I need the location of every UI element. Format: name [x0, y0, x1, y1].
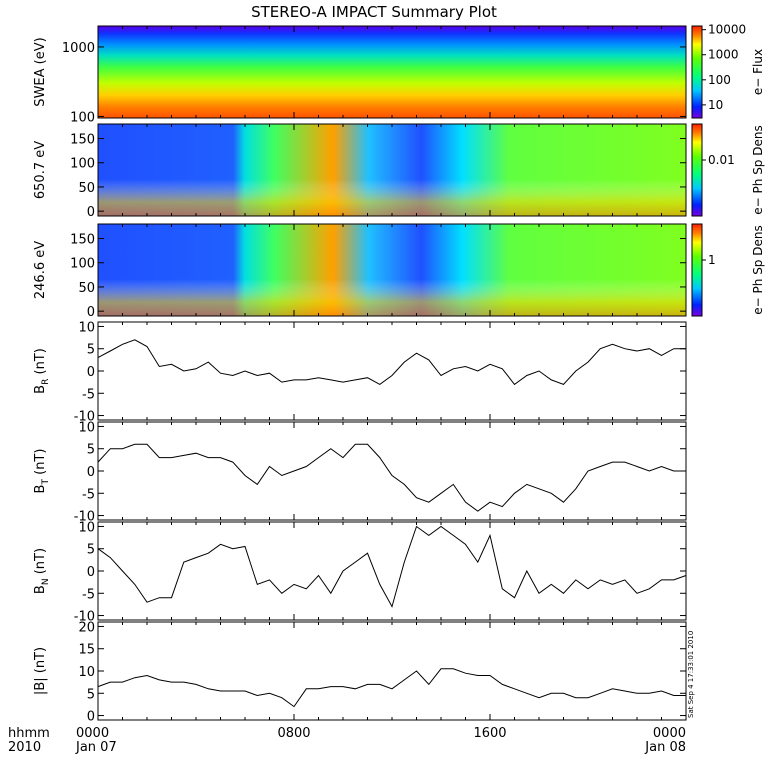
trace-bn: [97, 525, 687, 608]
y-tick-label: 0: [87, 205, 95, 220]
y-tick-label: 150: [70, 233, 95, 248]
y-axis-label: BT (nT): [33, 449, 51, 494]
y-axis-label: |B| (nT): [33, 647, 48, 695]
y-axis-label-unit: (nT): [33, 348, 48, 378]
y-tick-label: 10: [78, 665, 95, 680]
y-tick-label: 10: [78, 320, 95, 335]
colorbar-pad246: [691, 223, 703, 317]
y-tick-label: 10: [78, 520, 95, 535]
y-tick-label: 0: [87, 365, 95, 380]
y-tick-label: -5: [82, 387, 95, 402]
spectrogram-overlay-pad650: [98, 124, 686, 216]
y-tick-label: -10: [74, 610, 95, 625]
panel-bn: -10 -5 0 5 10 BN (nT): [33, 520, 687, 625]
y-axis-label: BR (nT): [33, 348, 51, 394]
y-tick-label: 50: [78, 281, 95, 296]
panel-bt: -10 -5 0 5 10 BT (nT): [33, 420, 687, 525]
spectrogram-overlay-pad246: [98, 224, 686, 316]
colorbar-label: e− Flux: [751, 49, 765, 95]
colorbar-tick-label: 10: [708, 98, 723, 112]
trace-bmag: [97, 668, 686, 708]
y-tick-label: 20: [78, 620, 95, 635]
y-axis-label: BN (nT): [33, 548, 51, 594]
y-tick-label: 5: [87, 343, 95, 358]
panel-br: -10 -5 0 5 10 BR (nT): [33, 320, 687, 425]
plot-area: [98, 422, 686, 520]
y-axis-label-sub: N: [41, 578, 51, 585]
plot-area: [98, 522, 686, 620]
time-tick-label: 0000: [653, 726, 686, 741]
time-axis-row2-label: 2010: [8, 740, 41, 755]
panel-pad246: 1 e− Ph Sp Dens 0 50 100 150 246.6 eV: [33, 223, 765, 320]
plot-area: [98, 322, 686, 420]
panel-bmag: 0 5 10 15 20 |B| (nT): [33, 620, 687, 725]
y-tick-label: 15: [78, 643, 95, 658]
y-tick-label: 150: [70, 133, 95, 148]
y-axis-label-sub: T: [41, 479, 51, 486]
y-tick-label: 100: [70, 257, 95, 272]
plot-area: [98, 622, 686, 720]
y-tick-label: -10: [74, 410, 95, 425]
y-tick-label: 0: [87, 305, 95, 320]
colorbar-tick-label: 10000: [708, 23, 746, 37]
y-tick-label: 0: [87, 710, 95, 725]
time-axis-row1-label: hhmm: [8, 726, 50, 741]
y-tick-label: -5: [82, 487, 95, 502]
date-tick-label: Jan 08: [644, 740, 686, 755]
y-axis-label-unit: (nT): [33, 548, 48, 578]
y-tick-label: 50: [78, 181, 95, 196]
y-tick-label: -10: [74, 510, 95, 525]
y-axis-label-main: B: [33, 385, 48, 394]
y-axis-label: 246.6 eV: [33, 241, 48, 299]
y-tick-label: -5: [82, 587, 95, 602]
y-axis-label: 650.7 eV: [33, 141, 48, 199]
colorbar-label: e− Ph Sp Dens: [751, 125, 765, 214]
date-tick-label: Jan 07: [75, 740, 117, 755]
colorbar-label: e− Ph Sp Dens: [751, 225, 765, 314]
time-tick-label: 1600: [473, 726, 506, 741]
y-tick-label: 100: [70, 110, 95, 125]
timestamp-label: Sat Sep 4 17:33:01 2010: [687, 631, 695, 718]
time-tick-label: 0800: [277, 726, 310, 741]
colorbar-tick-label: 1: [708, 253, 716, 267]
y-axis-label: SWEA (eV): [33, 37, 48, 106]
y-tick-label: 0: [87, 565, 95, 580]
y-tick-label: 1000: [62, 41, 95, 56]
colorbar-tick-label: 100: [708, 73, 731, 87]
trace-br: [97, 339, 686, 386]
y-tick-label: 5: [87, 443, 95, 458]
colorbar-tick-label: 1000: [708, 48, 739, 62]
y-axis-label-main: B: [33, 485, 48, 494]
panel-pad650: 0.01 e− Ph Sp Dens 0 50 100 150 650.7 eV: [33, 123, 765, 220]
y-tick-label: 100: [70, 157, 95, 172]
trace-bt: [97, 443, 686, 512]
time-tick-label: 0000: [76, 726, 109, 741]
chart-title: STEREO-A IMPACT Summary Plot: [251, 3, 497, 21]
y-axis-label-main: B: [33, 585, 48, 594]
y-tick-label: 5: [87, 543, 95, 558]
y-tick-label: 5: [87, 687, 95, 702]
y-tick-label: 0: [87, 465, 95, 480]
colorbar-tick-label: 0.01: [708, 153, 735, 167]
y-tick-label: 10: [78, 420, 95, 435]
y-axis-label-unit: (nT): [33, 449, 48, 479]
colorbar-pad650: [691, 123, 703, 217]
colorbar-swea: [691, 25, 703, 119]
spectrogram-swea: [98, 26, 686, 118]
y-axis-label-sub: R: [41, 379, 51, 385]
panel-swea: 10 100 1000 10000 e− Flux 100 1000 SWEA (eV): [33, 23, 765, 126]
